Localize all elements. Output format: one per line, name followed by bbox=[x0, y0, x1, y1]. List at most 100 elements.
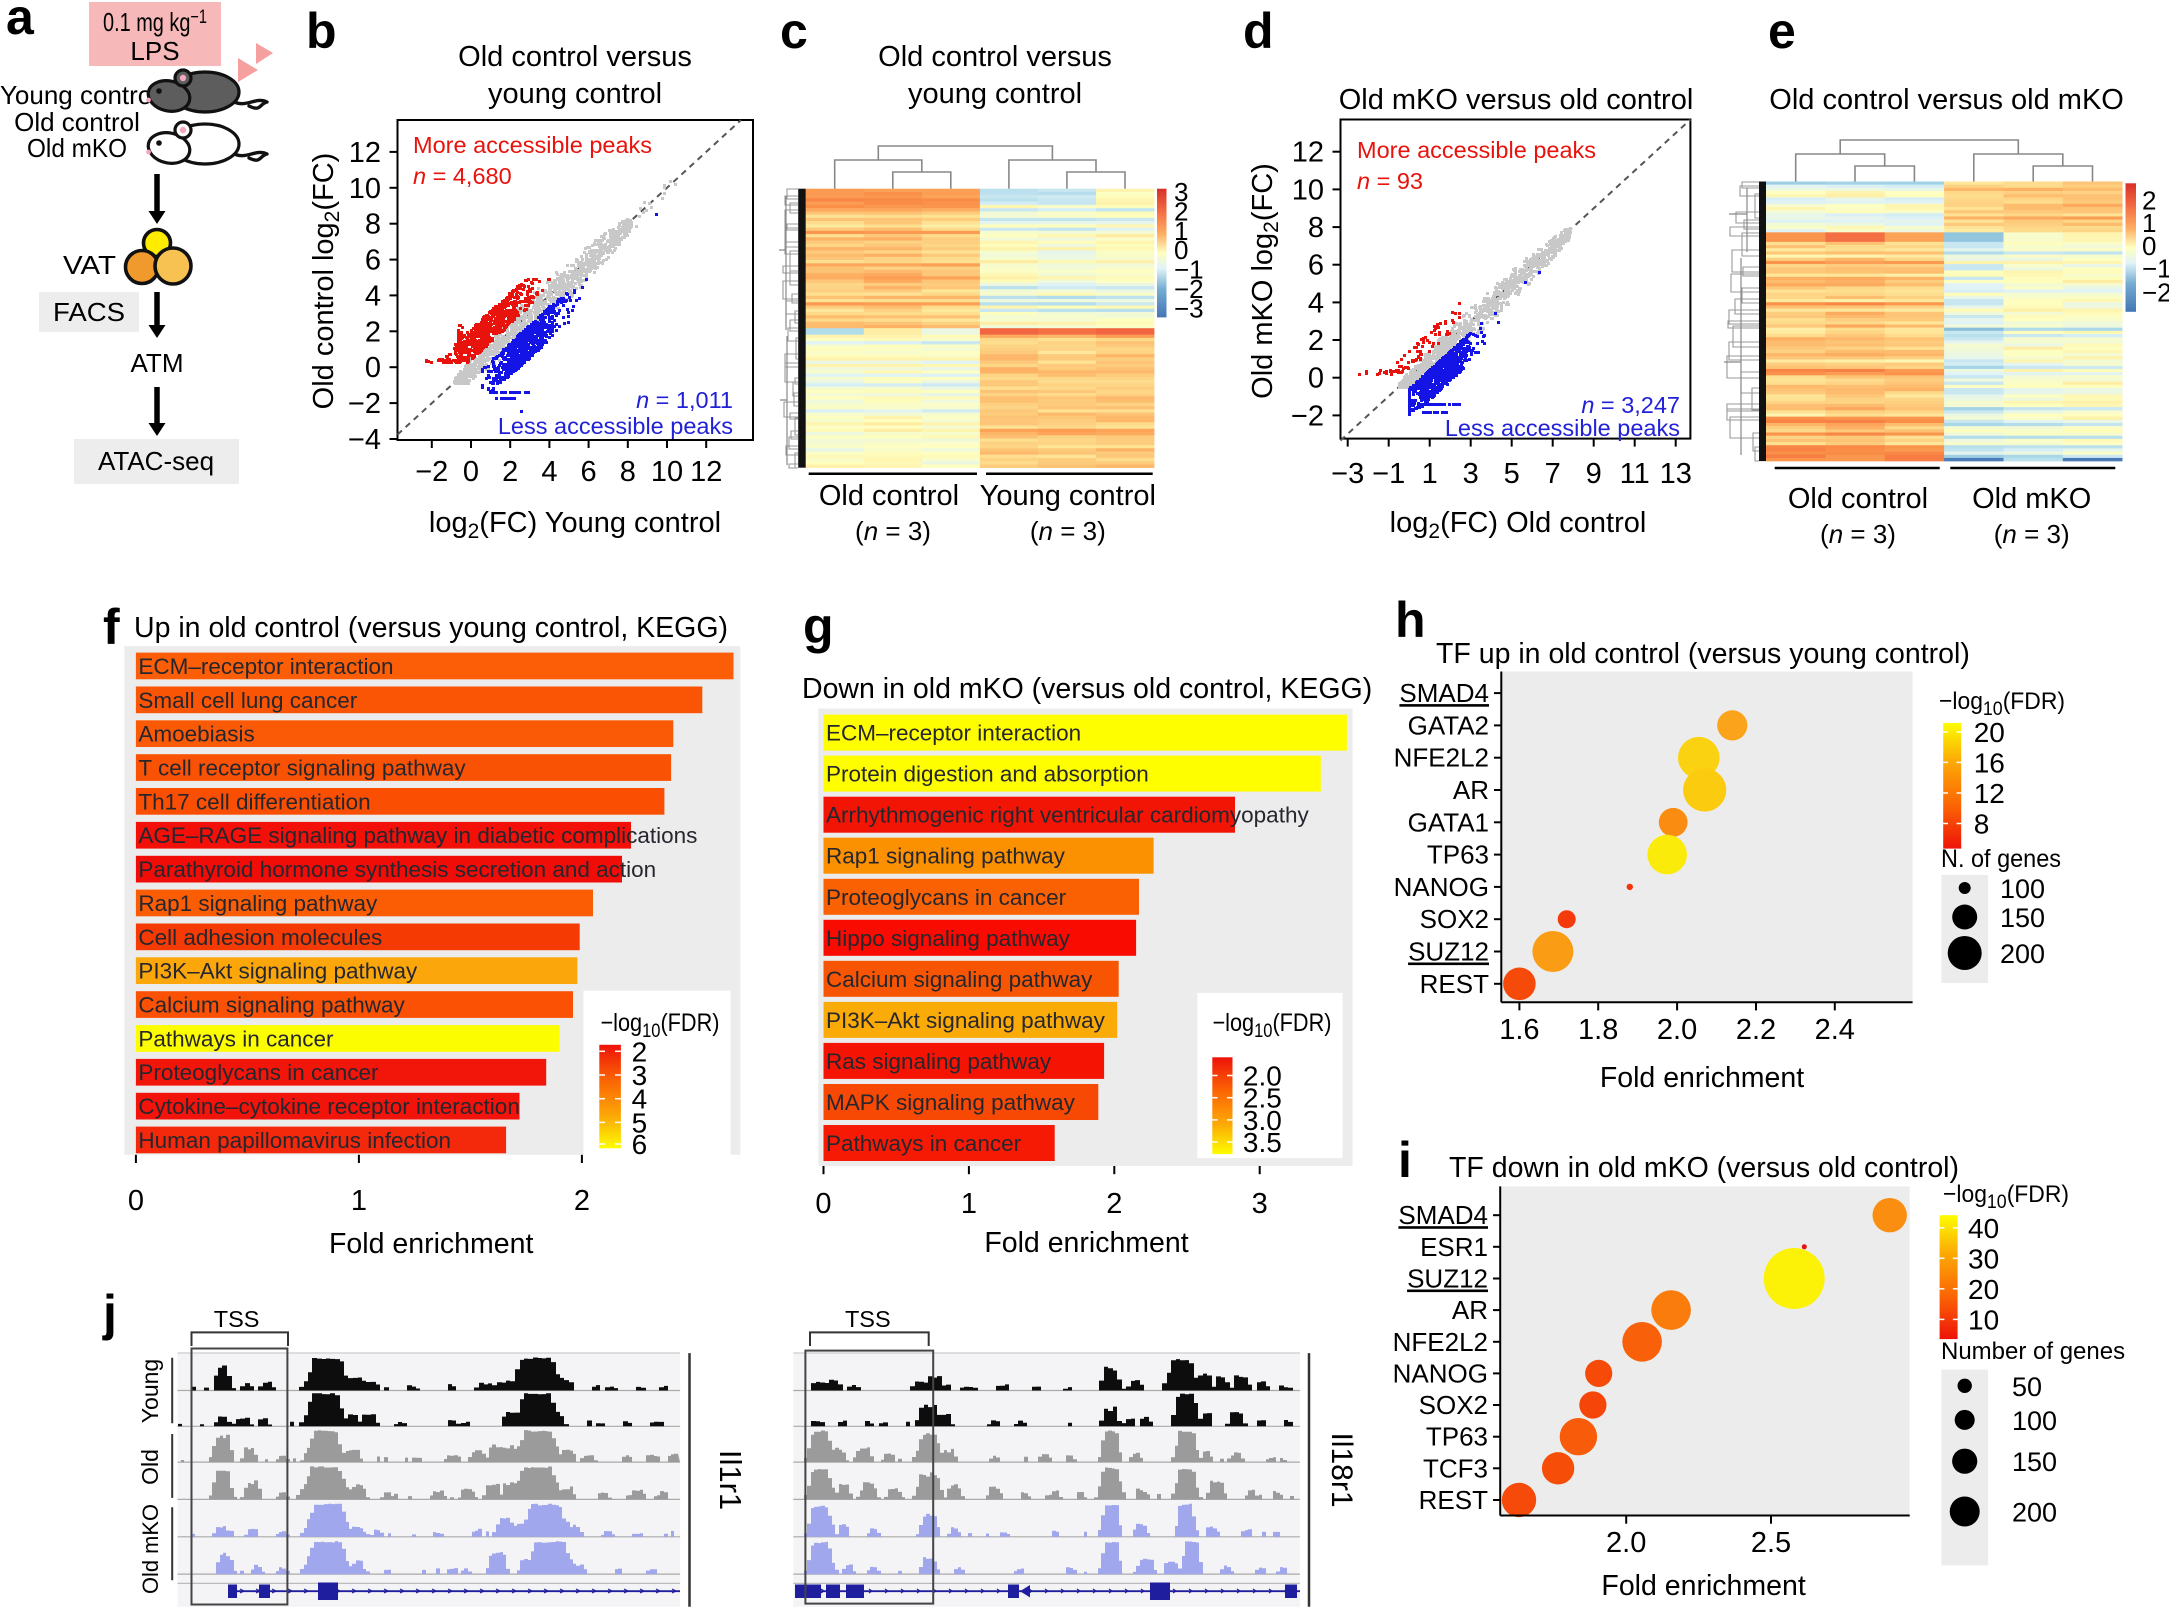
svg-text:PI3K–Akt signaling pathway: PI3K–Akt signaling pathway bbox=[826, 1008, 1106, 1033]
svg-text:TCF3: TCF3 bbox=[1423, 1453, 1488, 1483]
svg-text:−2: −2 bbox=[2142, 278, 2169, 308]
svg-text:Number of genes: Number of genes bbox=[1941, 1338, 2125, 1365]
svg-text:REST: REST bbox=[1420, 969, 1489, 999]
svg-text:j: j bbox=[102, 1285, 117, 1341]
svg-text:Fold enrichment: Fold enrichment bbox=[329, 1228, 533, 1260]
svg-text:Old mKO: Old mKO bbox=[1972, 483, 2091, 515]
svg-text:−log10(FDR): −log10(FDR) bbox=[1943, 1181, 2069, 1213]
svg-text:e: e bbox=[1768, 3, 1796, 59]
svg-text:Old: Old bbox=[137, 1449, 163, 1485]
svg-text:3.0: 3.0 bbox=[1243, 1105, 1282, 1136]
svg-text:Old mKO: Old mKO bbox=[27, 133, 127, 163]
svg-text:3: 3 bbox=[1174, 177, 1188, 207]
svg-text:Old mKO: Old mKO bbox=[138, 1504, 163, 1594]
svg-text:Calcium signaling pathway: Calcium signaling pathway bbox=[826, 967, 1093, 992]
svg-text:ATM: ATM bbox=[131, 348, 184, 378]
svg-text:0: 0 bbox=[463, 456, 479, 488]
svg-text:8: 8 bbox=[365, 209, 381, 241]
svg-text:NFE2L2: NFE2L2 bbox=[1393, 1327, 1488, 1357]
svg-text:Cytokine–cytokine receptor int: Cytokine–cytokine receptor interaction bbox=[138, 1094, 519, 1119]
svg-text:−1: −1 bbox=[2142, 253, 2169, 283]
svg-text:N. of genes: N. of genes bbox=[1941, 845, 2061, 873]
svg-text:MAPK signaling pathway: MAPK signaling pathway bbox=[826, 1090, 1076, 1115]
svg-text:Th17 cell differentiation: Th17 cell differentiation bbox=[138, 789, 370, 814]
svg-text:−2: −2 bbox=[348, 388, 381, 420]
svg-text:log2(FC) Old control: log2(FC) Old control bbox=[1390, 507, 1647, 543]
svg-text:Old mKO log2(FC): Old mKO log2(FC) bbox=[1247, 163, 1283, 399]
svg-text:PI3K–Akt signaling pathway: PI3K–Akt signaling pathway bbox=[138, 959, 418, 984]
svg-text:Old control versus: Old control versus bbox=[458, 41, 692, 73]
svg-text:−3: −3 bbox=[1174, 293, 1204, 323]
svg-text:4: 4 bbox=[1308, 287, 1324, 319]
svg-text:1: 1 bbox=[2142, 208, 2156, 238]
svg-text:a: a bbox=[6, 0, 35, 45]
svg-text:12: 12 bbox=[1974, 778, 2005, 809]
svg-text:n = 93: n = 93 bbox=[1357, 168, 1423, 194]
svg-text:Up in old control (versus youn: Up in old control (versus young control,… bbox=[134, 612, 728, 644]
svg-text:3: 3 bbox=[1463, 458, 1479, 490]
svg-text:Proteoglycans in cancer: Proteoglycans in cancer bbox=[826, 885, 1067, 910]
svg-text:ECM–receptor interaction: ECM–receptor interaction bbox=[138, 654, 393, 679]
svg-text:8: 8 bbox=[1308, 212, 1324, 244]
svg-text:20: 20 bbox=[1974, 717, 2005, 748]
svg-text:−2: −2 bbox=[1174, 274, 1204, 304]
svg-text:2: 2 bbox=[1106, 1188, 1122, 1220]
svg-text:6: 6 bbox=[365, 245, 381, 277]
svg-text:2: 2 bbox=[502, 456, 518, 488]
svg-text:Fold enrichment: Fold enrichment bbox=[984, 1227, 1188, 1259]
svg-text:Less accessible peaks: Less accessible peaks bbox=[498, 413, 733, 439]
svg-text:More accessible peaks: More accessible peaks bbox=[413, 132, 652, 158]
svg-text:(n = 3): (n = 3) bbox=[855, 516, 931, 546]
svg-text:200: 200 bbox=[2012, 1498, 2057, 1528]
svg-text:8: 8 bbox=[1974, 809, 1990, 840]
svg-text:Protein digestion and absorpti: Protein digestion and absorption bbox=[826, 762, 1149, 787]
svg-text:Amoebiasis: Amoebiasis bbox=[138, 722, 254, 747]
svg-text:3: 3 bbox=[1252, 1188, 1268, 1220]
svg-text:100: 100 bbox=[2000, 874, 2045, 904]
svg-text:SUZ12: SUZ12 bbox=[1407, 1264, 1488, 1294]
svg-text:12: 12 bbox=[1292, 137, 1324, 169]
svg-text:3.5: 3.5 bbox=[1243, 1127, 1282, 1158]
svg-text:100: 100 bbox=[2012, 1406, 2057, 1436]
svg-text:TF up in old control (versus y: TF up in old control (versus young contr… bbox=[1436, 638, 1970, 670]
svg-text:NANOG: NANOG bbox=[1393, 1358, 1488, 1388]
svg-text:2.0: 2.0 bbox=[1606, 1527, 1646, 1559]
svg-text:TSS: TSS bbox=[845, 1306, 891, 1332]
svg-text:Hippo signaling pathway: Hippo signaling pathway bbox=[826, 926, 1071, 951]
svg-text:5: 5 bbox=[1504, 458, 1520, 490]
svg-text:−1: −1 bbox=[1174, 255, 1204, 285]
svg-text:2: 2 bbox=[365, 316, 381, 348]
svg-text:FACS: FACS bbox=[53, 297, 125, 327]
svg-text:2.5: 2.5 bbox=[1243, 1083, 1282, 1114]
svg-text:2.2: 2.2 bbox=[1736, 1014, 1776, 1046]
svg-text:1: 1 bbox=[1422, 458, 1438, 490]
svg-text:1: 1 bbox=[351, 1185, 367, 1217]
svg-text:2: 2 bbox=[1308, 325, 1324, 357]
svg-text:1: 1 bbox=[1174, 216, 1188, 246]
svg-text:−log10(FDR): −log10(FDR) bbox=[1213, 1009, 1332, 1042]
svg-text:young control: young control bbox=[488, 78, 662, 110]
svg-text:2.0: 2.0 bbox=[1657, 1014, 1697, 1046]
svg-text:AR: AR bbox=[1452, 1295, 1488, 1325]
svg-text:TF down in old mKO (versus old: TF down in old mKO (versus old control) bbox=[1449, 1152, 1959, 1184]
svg-text:young control: young control bbox=[908, 78, 1082, 110]
svg-text:Fold enrichment: Fold enrichment bbox=[1601, 1570, 1805, 1602]
svg-text:40: 40 bbox=[1968, 1213, 1999, 1244]
svg-text:AGE–RAGE signaling pathway in: AGE–RAGE signaling pathway in diabetic c… bbox=[138, 823, 697, 848]
svg-text:2: 2 bbox=[1174, 196, 1188, 226]
svg-text:Small cell lung cancer: Small cell lung cancer bbox=[138, 688, 357, 713]
svg-text:0: 0 bbox=[815, 1188, 831, 1220]
svg-text:0.1 mg kg−1: 0.1 mg kg−1 bbox=[103, 7, 207, 37]
svg-text:2.4: 2.4 bbox=[1815, 1014, 1855, 1046]
svg-text:Rap1 signaling pathway: Rap1 signaling pathway bbox=[138, 891, 378, 916]
svg-text:−4: −4 bbox=[348, 424, 381, 456]
svg-text:T cell receptor signaling path: T cell receptor signaling pathway bbox=[138, 756, 466, 781]
svg-text:10: 10 bbox=[1292, 174, 1324, 206]
svg-text:SOX2: SOX2 bbox=[1420, 904, 1489, 934]
svg-text:2.0: 2.0 bbox=[1243, 1061, 1282, 1092]
svg-text:Rap1 signaling pathway: Rap1 signaling pathway bbox=[826, 844, 1066, 869]
svg-text:0: 0 bbox=[1308, 363, 1324, 395]
svg-text:2: 2 bbox=[574, 1185, 590, 1217]
svg-text:−log10(FDR): −log10(FDR) bbox=[1939, 688, 2065, 720]
svg-text:3: 3 bbox=[632, 1060, 648, 1091]
